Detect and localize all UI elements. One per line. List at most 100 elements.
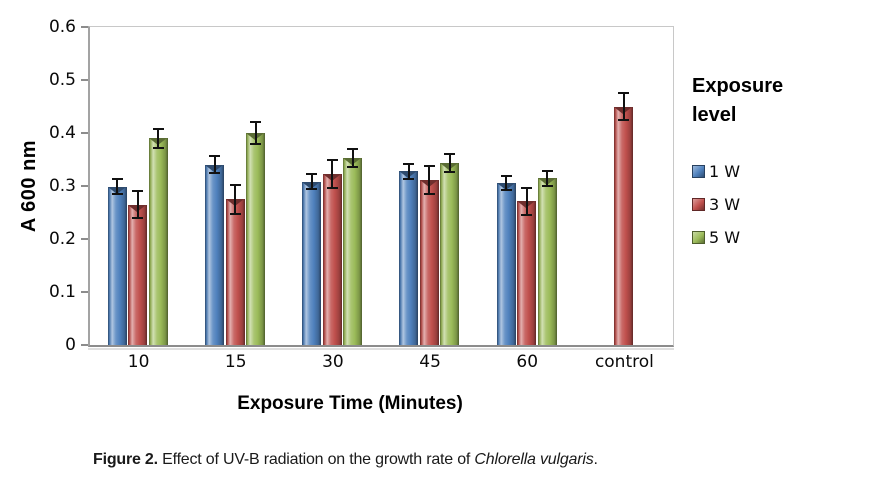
error-bar-cap-bottom (326, 186, 338, 189)
bar-3w-45 (419, 180, 439, 345)
error-bar-line (448, 153, 451, 174)
y-tick-mark (81, 26, 88, 28)
error-bar-cap-bottom (444, 171, 456, 174)
error-bar-1w-30 (306, 173, 318, 191)
bar-5w-15 (246, 133, 265, 345)
error-bar-cap-bottom (541, 184, 553, 187)
bar-1w-15 (205, 164, 224, 345)
error-bar-cap-top (326, 158, 338, 161)
error-bar-line (622, 91, 625, 122)
error-bar-cap-bottom (403, 177, 415, 180)
error-bar-line (546, 169, 548, 187)
legend: Exposure level 1 W 3 W 5 W (692, 72, 842, 259)
error-bar-line (525, 186, 528, 217)
error-bar-cap-top (132, 189, 144, 192)
error-bar-line (254, 121, 257, 145)
error-bar-line (234, 183, 236, 215)
caption-species-name: Chlorella vulgaris (474, 451, 594, 468)
error-bar-3w-control (618, 91, 630, 122)
error-bar-cap-top (111, 178, 123, 181)
legend-title: Exposure level (692, 75, 784, 126)
legend-swatch-1w (692, 164, 705, 178)
error-bar-cap-top (306, 173, 318, 176)
x-tick-label-10: 10 (127, 352, 150, 372)
y-tick-mark (81, 291, 88, 293)
error-bar-cap-top (403, 162, 415, 165)
y-tick-mark (81, 344, 88, 346)
error-bar-1w-15 (209, 155, 220, 175)
error-bar-cap-top (250, 121, 261, 124)
legend-label-3w: 3 W (709, 194, 741, 214)
bar-3w-60 (517, 201, 536, 345)
error-bar-line (351, 147, 354, 168)
error-bar-cap-top (618, 91, 630, 94)
error-bar-3w-45 (423, 165, 435, 195)
legend-swatch-3w (692, 197, 705, 211)
error-bar-1w-45 (403, 162, 415, 180)
error-bar-3w-15 (229, 183, 241, 215)
error-bar-5w-10 (152, 127, 164, 149)
error-bar-5w-60 (541, 169, 553, 187)
error-bar-cap-top (152, 127, 164, 130)
y-tick-label-02: 0.2 (48, 229, 76, 249)
error-bar-cap-bottom (500, 189, 512, 192)
bar-5w-10 (148, 138, 168, 345)
y-tick-label-01: 0.1 (48, 282, 76, 302)
error-bar-cap-top (423, 165, 435, 168)
bar-3w-15 (225, 199, 245, 345)
legend-label-5w: 5 W (709, 227, 741, 247)
x-tick-label-control: control (594, 352, 654, 372)
error-bar-cap-top (444, 153, 456, 156)
y-tick-mark (81, 79, 88, 81)
error-bar-line (428, 165, 431, 195)
error-bar-cap-bottom (250, 142, 261, 145)
figure-caption: Figure 2. Effect of UV-B radiation on th… (93, 451, 598, 469)
error-bar-cap-bottom (306, 188, 318, 191)
y-tick-label-0: 0 (65, 335, 76, 355)
error-bar-cap-top (347, 147, 359, 150)
bar-5w-30 (343, 157, 363, 345)
caption-figure-label: Figure 2. (93, 451, 158, 468)
x-axis-title: Exposure Time (Minutes) (237, 393, 463, 414)
y-tick-label-05: 0.5 (48, 70, 76, 90)
error-bar-cap-bottom (152, 146, 164, 149)
bar-3w-30 (322, 173, 342, 345)
bar-5w-45 (440, 163, 460, 345)
error-bar-cap-top (541, 169, 553, 172)
error-bar-cap-bottom (521, 214, 532, 217)
legend-items: 1 W 3 W 5 W (692, 160, 842, 248)
error-bar-line (157, 127, 160, 149)
bar-3w-10 (128, 204, 148, 345)
y-tick-mark (81, 185, 88, 187)
error-bar-line (505, 175, 507, 192)
error-bar-3w-60 (521, 186, 532, 217)
plot-area (88, 26, 674, 350)
error-bar-1w-60 (500, 175, 512, 192)
error-bar-5w-45 (444, 153, 456, 174)
x-tick-label-60: 60 (516, 352, 539, 372)
error-bar-cap-top (229, 183, 241, 186)
legend-swatch-5w (692, 230, 705, 244)
error-bar-line (310, 173, 313, 191)
error-bar-3w-30 (326, 158, 338, 189)
error-bar-cap-bottom (229, 212, 241, 215)
error-bar-cap-bottom (132, 217, 144, 220)
legend-item-3w: 3 W (692, 193, 842, 215)
bar-1w-45 (399, 171, 419, 345)
error-bar-5w-15 (250, 121, 261, 145)
error-bar-3w-10 (132, 189, 144, 220)
bar-1w-30 (302, 181, 322, 345)
error-bar-cap-bottom (618, 119, 630, 122)
legend-label-1w: 1 W (709, 161, 741, 181)
x-tick-label-45: 45 (419, 352, 441, 372)
y-tick-mark (81, 238, 88, 240)
error-bar-line (407, 162, 410, 180)
y-tick-label-06: 0.6 (48, 17, 76, 37)
error-bar-cap-bottom (347, 165, 359, 168)
legend-item-1w: 1 W (692, 160, 842, 182)
x-tick-label-30: 30 (322, 352, 344, 372)
error-bar-cap-bottom (111, 193, 123, 195)
error-bar-1w-10 (111, 178, 123, 195)
error-bar-line (331, 158, 334, 189)
error-bar-cap-bottom (423, 193, 435, 195)
